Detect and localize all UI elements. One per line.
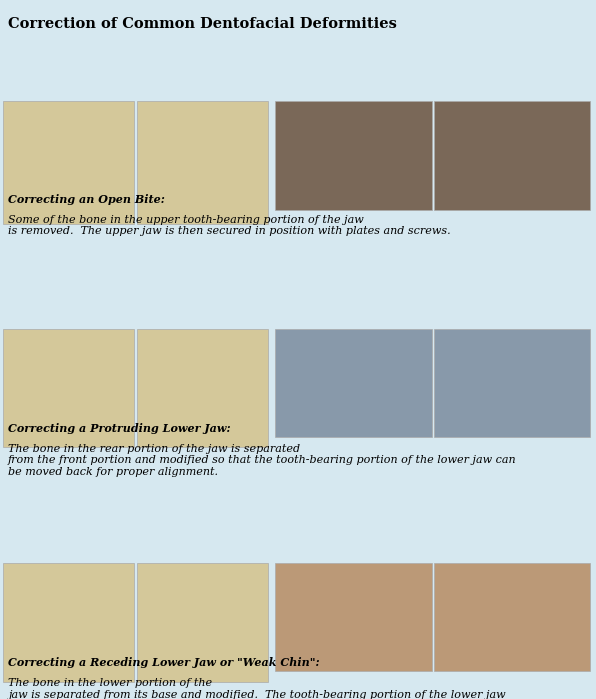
Text: Some of the bone in the upper tooth-bearing portion of the jaw
is removed.  The : Some of the bone in the upper tooth-bear… bbox=[8, 215, 451, 236]
FancyBboxPatch shape bbox=[275, 563, 432, 671]
FancyBboxPatch shape bbox=[275, 329, 432, 437]
Text: The bone in the rear portion of the jaw is separated
from the front portion and : The bone in the rear portion of the jaw … bbox=[8, 444, 516, 477]
FancyBboxPatch shape bbox=[434, 563, 590, 671]
Text: Correction of Common Dentofacial Deformities: Correction of Common Dentofacial Deformi… bbox=[8, 17, 396, 31]
Text: Correcting a Protruding Lower Jaw:: Correcting a Protruding Lower Jaw: bbox=[8, 423, 238, 434]
FancyBboxPatch shape bbox=[137, 101, 268, 224]
FancyBboxPatch shape bbox=[137, 329, 268, 447]
Text: Correcting an Open Bite:: Correcting an Open Bite: bbox=[8, 194, 172, 205]
Text: Correcting a Receding Lower Jaw or "Weak Chin":: Correcting a Receding Lower Jaw or "Weak… bbox=[8, 657, 327, 668]
FancyBboxPatch shape bbox=[137, 563, 268, 682]
FancyBboxPatch shape bbox=[275, 101, 432, 210]
FancyBboxPatch shape bbox=[434, 101, 590, 210]
FancyBboxPatch shape bbox=[3, 101, 134, 224]
FancyBboxPatch shape bbox=[3, 329, 134, 447]
Text: The bone in the lower portion of the
jaw is separated from its base and modified: The bone in the lower portion of the jaw… bbox=[8, 678, 505, 699]
FancyBboxPatch shape bbox=[3, 563, 134, 682]
FancyBboxPatch shape bbox=[434, 329, 590, 437]
